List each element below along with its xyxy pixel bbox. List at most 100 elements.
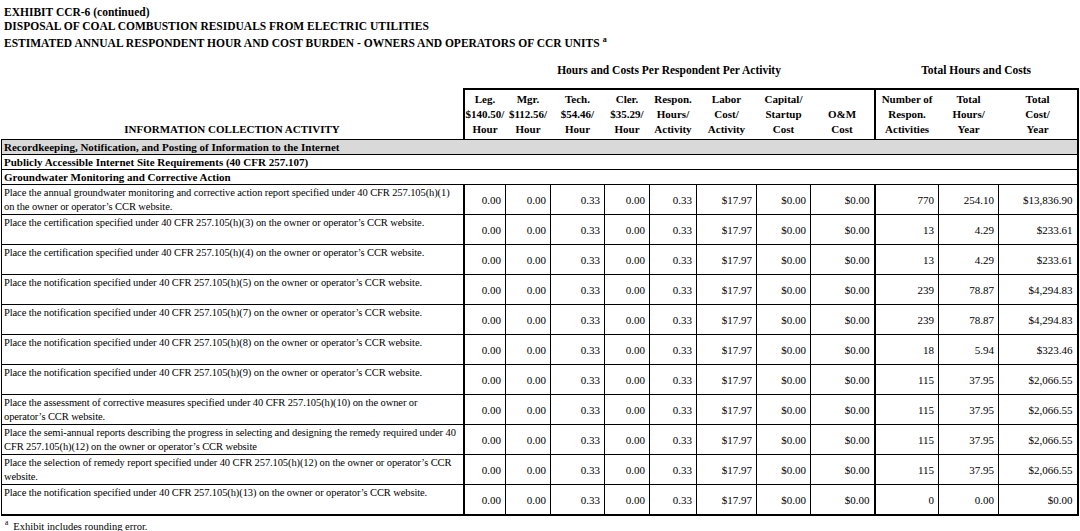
value-cell-capital-startup: $0.00 bbox=[757, 455, 811, 485]
value-cell-capital-startup: $0.00 bbox=[757, 275, 811, 305]
value-cell-technical: 0.33 bbox=[551, 335, 605, 365]
value-cell-respon-hours: 0.33 bbox=[650, 455, 697, 485]
table-body: Recordkeeping, Notification, and Posting… bbox=[2, 140, 1078, 515]
value-cell-om-cost: $0.00 bbox=[811, 275, 875, 305]
value-cell-total-cost: $233.61 bbox=[999, 245, 1078, 275]
value-cell-num-activities: 115 bbox=[875, 365, 939, 395]
value-cell-total-hours: 78.87 bbox=[939, 305, 999, 335]
value-cell-capital-startup: $0.00 bbox=[757, 185, 811, 215]
value-cell-legal: 0.00 bbox=[464, 305, 506, 335]
table-row: Place the annual groundwater monitoring … bbox=[2, 185, 1078, 215]
value-cell-labor-cost: $17.97 bbox=[697, 485, 757, 515]
activity-cell: Place the assessment of corrective measu… bbox=[2, 395, 464, 425]
value-cell-om-cost: $0.00 bbox=[811, 305, 875, 335]
document-subtitle: DISPOSAL OF COAL COMBUSTION RESIDUALS FR… bbox=[4, 19, 1080, 33]
value-cell-legal: 0.00 bbox=[464, 215, 506, 245]
value-cell-managerial: 0.00 bbox=[506, 305, 551, 335]
group-header-row: Hours and Costs Per Respondent Per Activ… bbox=[2, 56, 1078, 89]
value-cell-technical: 0.33 bbox=[551, 275, 605, 305]
value-cell-managerial: 0.00 bbox=[506, 245, 551, 275]
value-cell-technical: 0.33 bbox=[551, 395, 605, 425]
value-cell-om-cost: $0.00 bbox=[811, 365, 875, 395]
value-cell-om-cost: $0.00 bbox=[811, 335, 875, 365]
value-cell-labor-cost: $17.97 bbox=[697, 335, 757, 365]
value-cell-total-cost: $0.00 bbox=[999, 485, 1078, 515]
value-cell-respon-hours: 0.33 bbox=[650, 395, 697, 425]
activity-cell: Place the notification specified under 4… bbox=[2, 305, 464, 335]
value-cell-labor-cost: $17.97 bbox=[697, 215, 757, 245]
table-caption: ESTIMATED ANNUAL RESPONDENT HOUR AND COS… bbox=[4, 33, 1080, 50]
value-cell-num-activities: 13 bbox=[875, 245, 939, 275]
value-cell-total-hours: 4.29 bbox=[939, 215, 999, 245]
value-cell-managerial: 0.00 bbox=[506, 395, 551, 425]
value-cell-num-activities: 115 bbox=[875, 455, 939, 485]
value-cell-total-cost: $4,294.83 bbox=[999, 305, 1078, 335]
activity-cell: Place the notification specified under 4… bbox=[2, 485, 464, 515]
table-row: Place the notification specified under 4… bbox=[2, 305, 1078, 335]
section-label: Groundwater Monitoring and Corrective Ac… bbox=[2, 170, 1078, 185]
value-cell-managerial: 0.00 bbox=[506, 365, 551, 395]
value-cell-respon-hours: 0.33 bbox=[650, 425, 697, 455]
value-cell-technical: 0.33 bbox=[551, 425, 605, 455]
value-cell-respon-hours: 0.33 bbox=[650, 215, 697, 245]
value-cell-labor-cost: $17.97 bbox=[697, 455, 757, 485]
column-header-labor-cost: LaborCost/Activity bbox=[697, 89, 757, 140]
activity-cell: Place the notification specified under 4… bbox=[2, 335, 464, 365]
value-cell-total-hours: 37.95 bbox=[939, 425, 999, 455]
value-cell-total-cost: $2,066.55 bbox=[999, 455, 1078, 485]
group-header-spacer bbox=[2, 56, 464, 89]
value-cell-total-cost: $13,836.90 bbox=[999, 185, 1078, 215]
table-row: Place the certification specified under … bbox=[2, 245, 1078, 275]
table-row: Place the notification specified under 4… bbox=[2, 485, 1078, 515]
column-header-managerial: Mgr.$112.56/Hour bbox=[506, 89, 551, 140]
value-cell-technical: 0.33 bbox=[551, 245, 605, 275]
value-cell-capital-startup: $0.00 bbox=[757, 215, 811, 245]
value-cell-managerial: 0.00 bbox=[506, 215, 551, 245]
value-cell-capital-startup: $0.00 bbox=[757, 305, 811, 335]
value-cell-num-activities: 239 bbox=[875, 305, 939, 335]
value-cell-clerical: 0.00 bbox=[605, 185, 650, 215]
value-cell-respon-hours: 0.33 bbox=[650, 245, 697, 275]
table-row: Place the certification specified under … bbox=[2, 215, 1078, 245]
activity-cell: Place the certification specified under … bbox=[2, 245, 464, 275]
value-cell-total-hours: 5.94 bbox=[939, 335, 999, 365]
value-cell-managerial: 0.00 bbox=[506, 275, 551, 305]
value-cell-labor-cost: $17.97 bbox=[697, 185, 757, 215]
value-cell-technical: 0.33 bbox=[551, 185, 605, 215]
value-cell-total-hours: 37.95 bbox=[939, 395, 999, 425]
column-header-row: INFORMATION COLLECTION ACTIVITY Leg.$140… bbox=[2, 89, 1078, 140]
value-cell-legal: 0.00 bbox=[464, 425, 506, 455]
value-cell-legal: 0.00 bbox=[464, 455, 506, 485]
activity-cell: Place the certification specified under … bbox=[2, 215, 464, 245]
value-cell-total-cost: $2,066.55 bbox=[999, 365, 1078, 395]
section-row: Groundwater Monitoring and Corrective Ac… bbox=[2, 170, 1078, 185]
value-cell-total-cost: $2,066.55 bbox=[999, 395, 1078, 425]
table-caption-footnote-marker: a bbox=[603, 35, 607, 44]
column-header-total-cost: TotalCost/Year bbox=[999, 89, 1078, 140]
value-cell-respon-hours: 0.33 bbox=[650, 335, 697, 365]
value-cell-om-cost: $0.00 bbox=[811, 485, 875, 515]
value-cell-clerical: 0.00 bbox=[605, 275, 650, 305]
value-cell-legal: 0.00 bbox=[464, 485, 506, 515]
value-cell-total-hours: 37.95 bbox=[939, 365, 999, 395]
column-header-om-cost: O&MCost bbox=[811, 89, 875, 140]
table-row: Place the selection of remedy report spe… bbox=[2, 455, 1078, 485]
value-cell-om-cost: $0.00 bbox=[811, 245, 875, 275]
value-cell-managerial: 0.00 bbox=[506, 185, 551, 215]
value-cell-om-cost: $0.00 bbox=[811, 215, 875, 245]
activity-cell: Place the notification specified under 4… bbox=[2, 275, 464, 305]
column-header-technical: Tech.$54.46/Hour bbox=[551, 89, 605, 140]
value-cell-clerical: 0.00 bbox=[605, 395, 650, 425]
value-cell-num-activities: 239 bbox=[875, 275, 939, 305]
column-header-activity: INFORMATION COLLECTION ACTIVITY bbox=[2, 89, 464, 140]
value-cell-clerical: 0.00 bbox=[605, 245, 650, 275]
value-cell-num-activities: 770 bbox=[875, 185, 939, 215]
column-header-total-hours: TotalHours/Year bbox=[939, 89, 999, 140]
value-cell-technical: 0.33 bbox=[551, 215, 605, 245]
value-cell-clerical: 0.00 bbox=[605, 335, 650, 365]
value-cell-capital-startup: $0.00 bbox=[757, 485, 811, 515]
column-header-legal: Leg.$140.50/Hour bbox=[464, 89, 506, 140]
column-header-num-activities: Number ofRespon.Activities bbox=[875, 89, 939, 140]
value-cell-respon-hours: 0.33 bbox=[650, 185, 697, 215]
value-cell-clerical: 0.00 bbox=[605, 215, 650, 245]
